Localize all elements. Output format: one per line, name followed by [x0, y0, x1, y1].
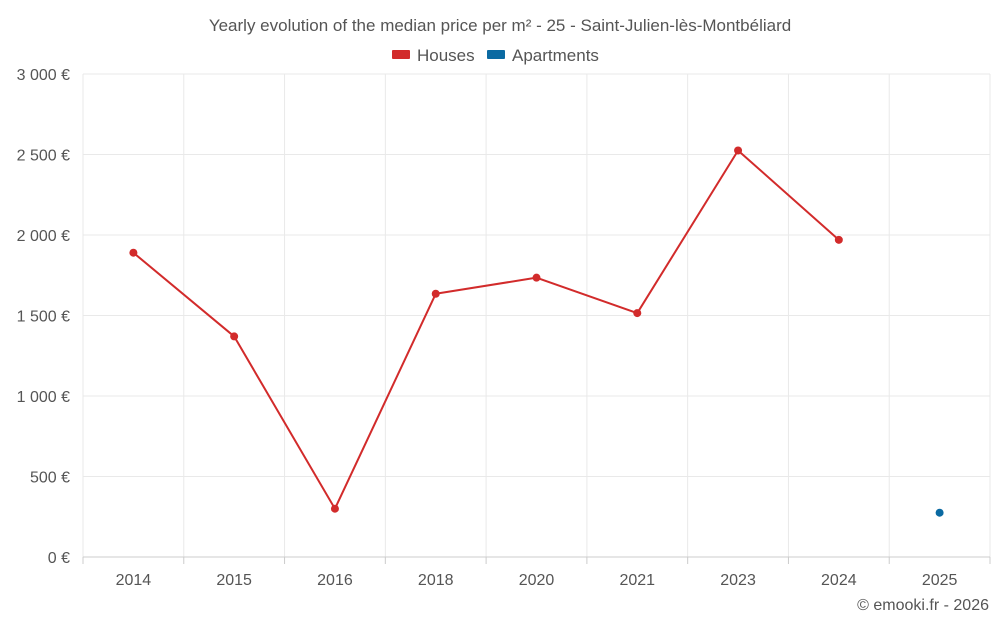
- x-tick-label-2: 2016: [317, 572, 353, 589]
- x-tick-label-1: 2015: [216, 572, 252, 589]
- legend-swatch-houses: [392, 50, 410, 59]
- y-tick-label-2: 1 000 €: [17, 389, 70, 406]
- legend-label-houses: Houses: [417, 46, 475, 65]
- series-layer: [129, 146, 944, 517]
- x-tick-label-8: 2025: [922, 572, 958, 589]
- y-tick-label-3: 1 500 €: [17, 309, 70, 326]
- y-tick-label-4: 2 000 €: [17, 228, 70, 245]
- x-tick-label-4: 2020: [519, 572, 555, 589]
- data-point-apartments-2025: [935, 508, 944, 517]
- x-tick-label-6: 2023: [720, 572, 756, 589]
- x-tick-label-7: 2024: [821, 572, 857, 589]
- data-point-houses-2016: [330, 504, 339, 513]
- x-axis: 2014 2015 2016 2018 2020 2021 2023 2024 2025: [82, 556, 991, 589]
- series-line-houses: [132, 149, 840, 510]
- data-point-houses-2018: [431, 289, 440, 298]
- y-axis: 0 € 500 € 1 000 € 1 500 € 2 000 € 2 500 € 3 00…: [17, 67, 70, 567]
- x-tick-label-0: 2014: [116, 572, 152, 589]
- y-tick-label-1: 500 €: [30, 470, 70, 487]
- x-tick-label-3: 2018: [418, 572, 454, 589]
- data-point-houses-2021: [633, 309, 642, 318]
- x-tick-label-5: 2021: [619, 572, 655, 589]
- y-tick-label-5: 2 500 €: [17, 148, 70, 165]
- grid: [82, 73, 991, 557]
- y-tick-label-6: 3 000 €: [17, 67, 70, 84]
- data-point-houses-2015: [230, 332, 239, 341]
- legend: Houses Apartments: [392, 46, 599, 65]
- y-tick-label-0: 0 €: [48, 550, 70, 567]
- chart-title: Yearly evolution of the median price per…: [209, 16, 791, 35]
- legend-label-apartments: Apartments: [512, 46, 599, 65]
- legend-swatch-apartments: [487, 50, 505, 59]
- data-point-houses-2024: [834, 235, 843, 244]
- data-point-houses-2020: [532, 273, 541, 282]
- data-point-houses-2023: [734, 146, 743, 155]
- credit-text: © emooki.fr - 2026: [857, 597, 989, 614]
- data-point-houses-2014: [129, 248, 138, 257]
